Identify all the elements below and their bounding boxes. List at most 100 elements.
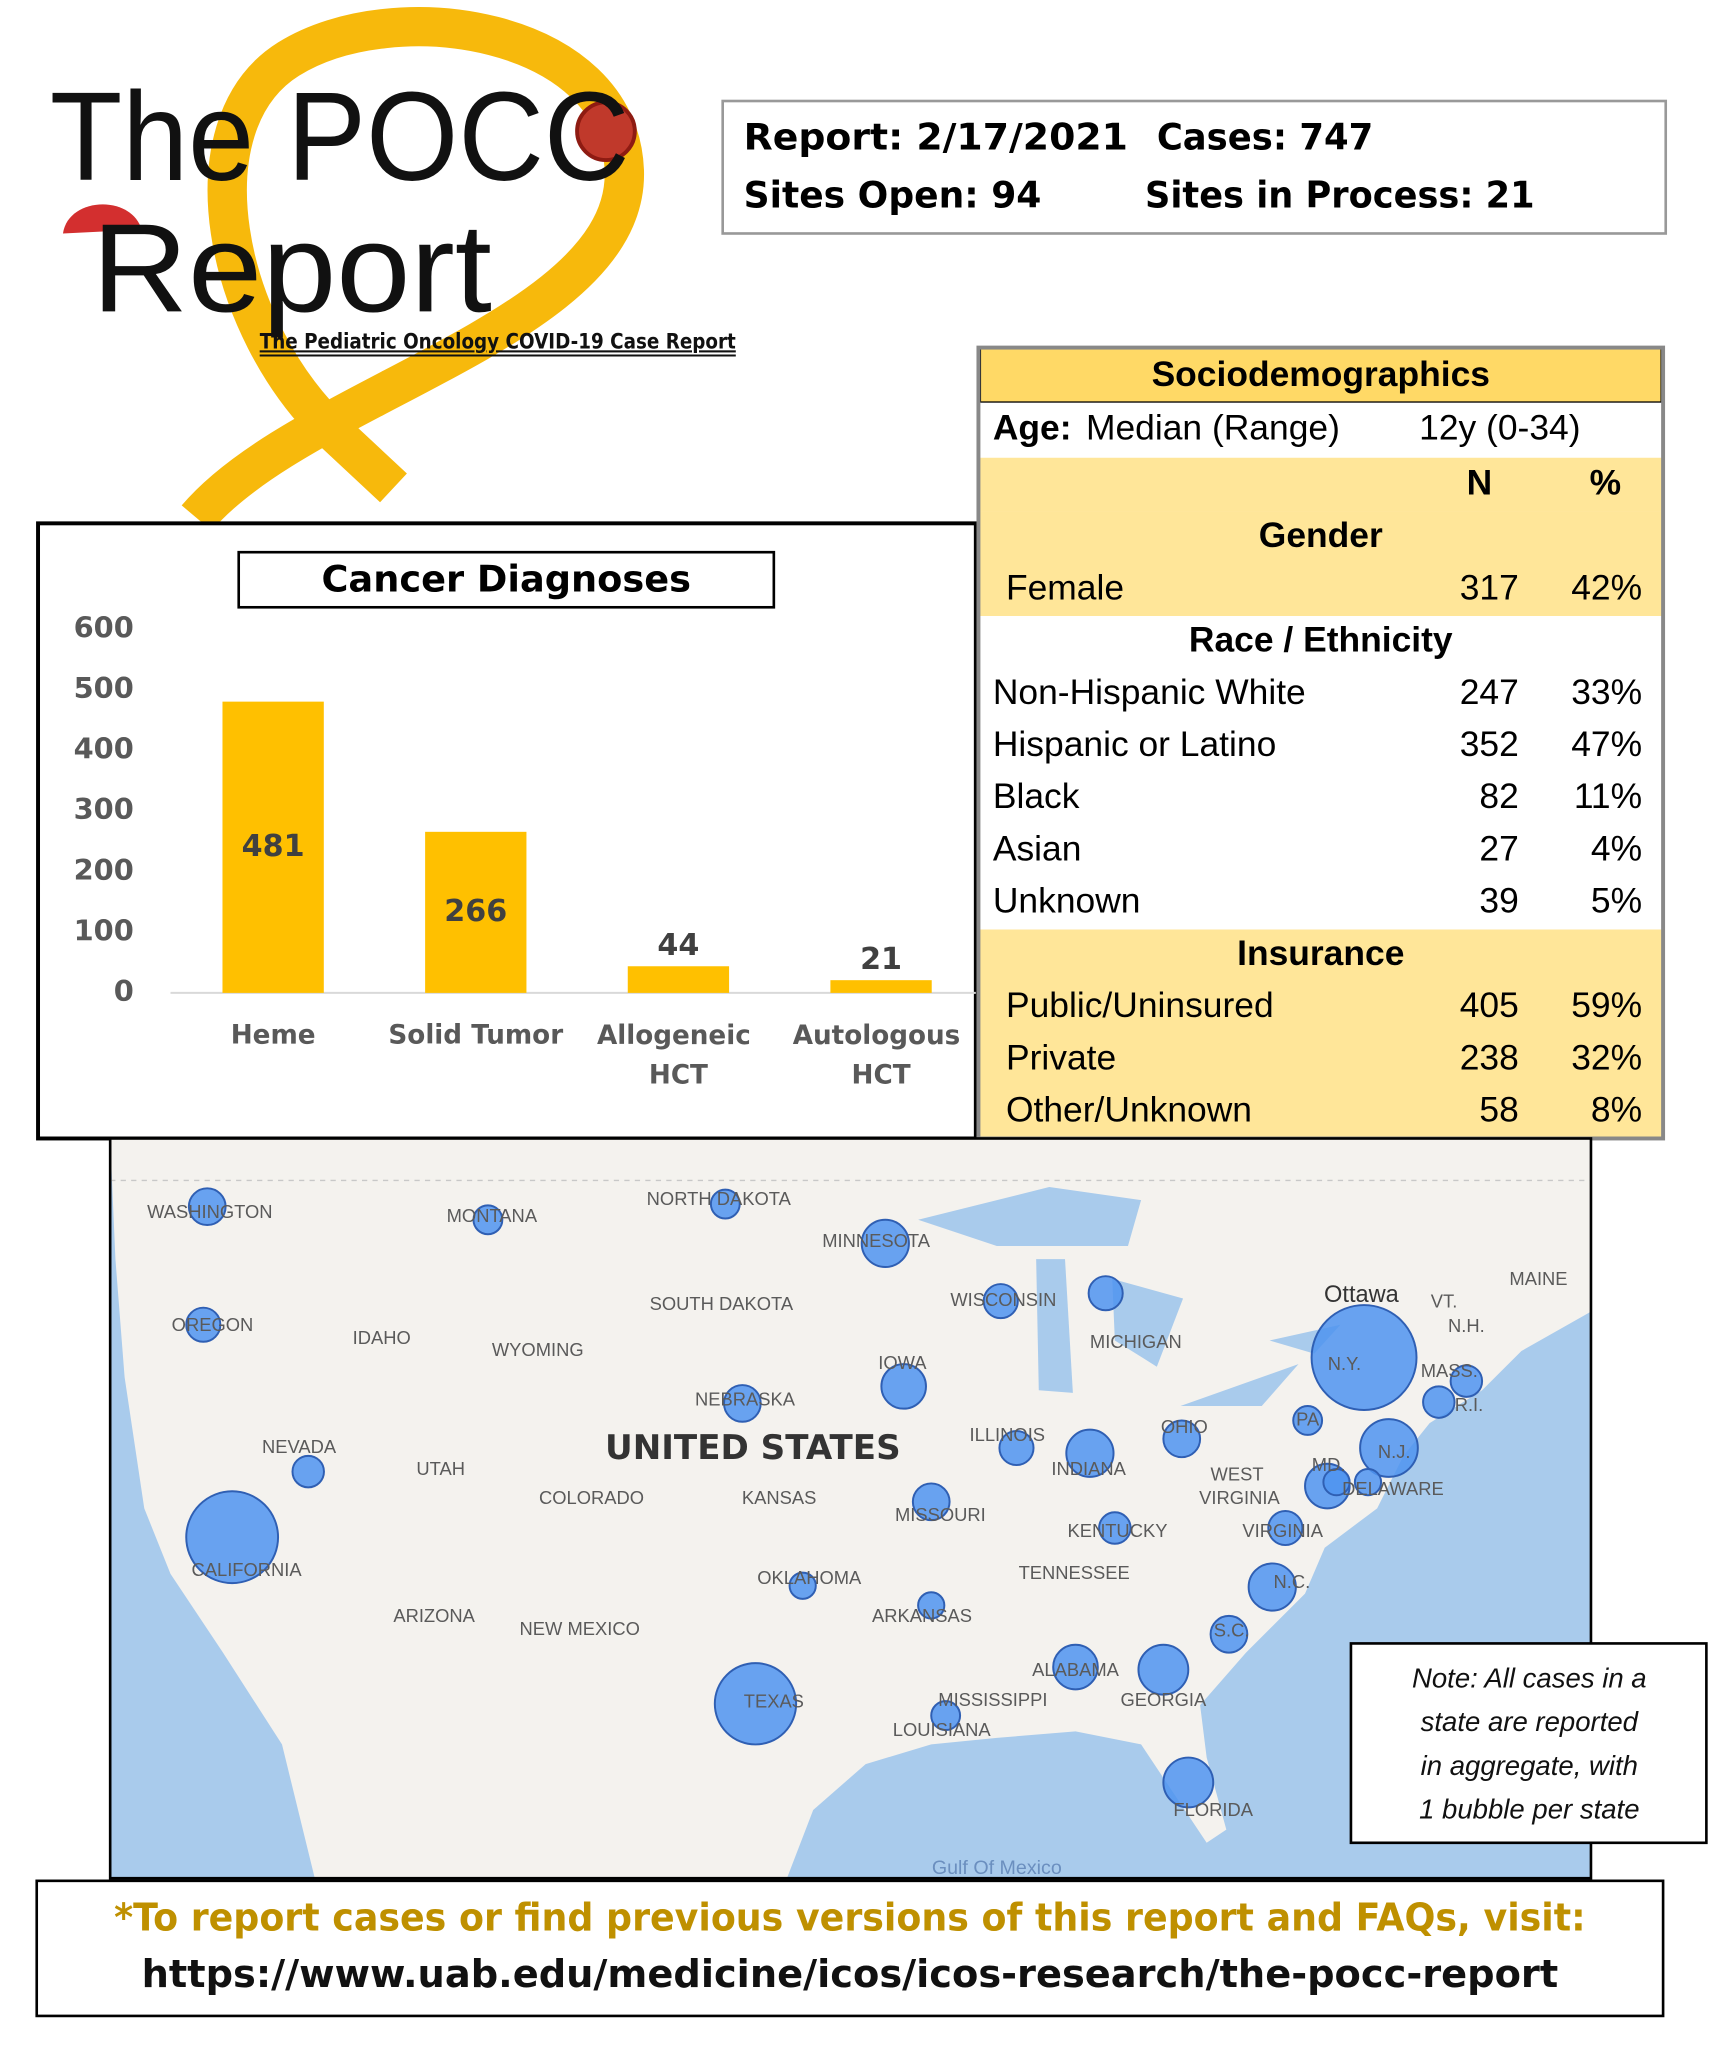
- bubbles: [185, 1187, 1484, 1809]
- state-bubble: [860, 1218, 910, 1268]
- value-label: 266: [444, 894, 507, 929]
- map-label: COLORADO: [539, 1487, 644, 1508]
- map-label: R.I.: [1455, 1394, 1484, 1415]
- map-label: GEORGIA: [1121, 1689, 1207, 1710]
- x-tick-label: Heme: [231, 1021, 316, 1051]
- row-count: 82: [1479, 776, 1518, 816]
- age-measure: Median (Range): [1086, 408, 1340, 448]
- y-tick-label: 0: [114, 974, 134, 1008]
- summary-box: [721, 99, 1668, 235]
- row-percent: 59%: [1571, 985, 1642, 1025]
- map-label: N.Y.: [1328, 1353, 1361, 1374]
- footer-text: *To report cases or find previous versio…: [114, 1896, 1586, 1940]
- lake: [1112, 1278, 1184, 1367]
- section-title: Insurance: [1237, 933, 1404, 973]
- state-bubble: [1322, 1468, 1351, 1497]
- chart: 0 100 200 300 400 500 600 Heme 481 Solid Tumor 266…: [74, 611, 970, 1090]
- state-bubble: [1422, 1385, 1456, 1419]
- row-label: Black: [993, 776, 1080, 816]
- row-label: Other/Unknown: [1006, 1090, 1252, 1130]
- y-tick-label: 600: [74, 611, 134, 645]
- map-label: FLORIDA: [1173, 1799, 1253, 1820]
- section-bg: [979, 511, 1662, 617]
- column-header: %: [1590, 463, 1621, 503]
- state-bubble: [911, 1482, 951, 1522]
- map-label: MASS.: [1421, 1360, 1478, 1381]
- state-bubble: [1209, 1614, 1249, 1654]
- note-line: 1 bubble per state: [1419, 1793, 1639, 1824]
- map-label: MAINE: [1509, 1268, 1567, 1289]
- row-count: 352: [1460, 724, 1519, 764]
- map-label: TEXAS: [744, 1690, 804, 1711]
- state-bubble: [1162, 1756, 1215, 1809]
- x-tick-label: Autologous HCT: [793, 1021, 970, 1090]
- y-tick-label: 300: [74, 792, 134, 826]
- state-bubble: [1353, 1468, 1383, 1497]
- row-count: 405: [1460, 985, 1519, 1025]
- state-bubble: [1052, 1643, 1099, 1691]
- x-tick-label: Solid Tumor: [388, 1021, 563, 1051]
- map-label: ARKANSAS: [872, 1605, 972, 1626]
- state-bubble: [187, 1187, 227, 1227]
- map-label: N.H.: [1448, 1315, 1485, 1336]
- state-bubble: [1292, 1405, 1324, 1436]
- y-tick-label: 400: [74, 732, 134, 766]
- row-bg: [979, 457, 1662, 512]
- value-label: 21: [860, 942, 902, 977]
- state-bubble: [713, 1662, 798, 1746]
- y-tick-label: 100: [74, 913, 134, 947]
- state-bubble: [723, 1384, 762, 1423]
- bar: [830, 980, 932, 993]
- y-tick-label: 500: [74, 671, 134, 705]
- map-label: NEVADA: [262, 1436, 337, 1457]
- map-label: SOUTH DAKOTA: [650, 1293, 794, 1314]
- map-label: NEBRASKA: [695, 1389, 796, 1410]
- note-line: Note: All cases in a: [1412, 1662, 1647, 1693]
- summary-text: Sites Open: 94: [744, 173, 1042, 216]
- chart-title: Cancer Diagnoses: [321, 558, 691, 601]
- map-label: ILLINOIS: [970, 1424, 1046, 1445]
- row-percent: 8%: [1591, 1090, 1642, 1130]
- row-percent: 32%: [1571, 1037, 1642, 1077]
- virus-icon: [575, 100, 637, 162]
- note-box: [1349, 1642, 1708, 1845]
- summary-text: Report: 2/17/2021: [744, 116, 1128, 159]
- footer-box: [35, 1879, 1665, 2018]
- row-label: Female: [1006, 567, 1124, 607]
- map-label: MICHIGAN: [1090, 1331, 1182, 1352]
- map-label: OHIO: [1161, 1416, 1208, 1437]
- map-label: WEST VIRGINIA: [1199, 1463, 1280, 1508]
- map-label: UNITED STATES: [605, 1428, 901, 1468]
- bar: [425, 831, 527, 993]
- logo-title: The POCC: [50, 66, 630, 207]
- state-bubble: [1137, 1643, 1190, 1696]
- state-bubble: [1098, 1511, 1132, 1545]
- map-labels: WASHINGTON MONTANA NORTH DAKOTA MINNESOTA SO…: [147, 1188, 1567, 1879]
- row-bg: [979, 402, 1662, 458]
- bar: [222, 701, 324, 993]
- state-bubble: [930, 1700, 962, 1731]
- map-label: S.C.: [1214, 1619, 1250, 1640]
- row-percent: 33%: [1571, 672, 1642, 712]
- note: Note: All cases in a state are reported in…: [1412, 1662, 1647, 1824]
- map-label: INDIANA: [1051, 1458, 1126, 1479]
- row-count: 238: [1460, 1037, 1519, 1077]
- summary-text: Cases: 747: [1157, 116, 1373, 159]
- map-label: KENTUCKY: [1067, 1520, 1167, 1541]
- section-title: Race / Ethnicity: [1189, 620, 1453, 660]
- map-label: IDAHO: [353, 1327, 411, 1348]
- state-bubble: [1449, 1364, 1484, 1398]
- map-label: KANSAS: [742, 1487, 817, 1508]
- map-label: WASHINGTON: [147, 1201, 272, 1222]
- state-bubble: [185, 1306, 222, 1343]
- map-label: MD.: [1312, 1454, 1346, 1475]
- row-label: Hispanic or Latino: [993, 724, 1276, 764]
- state-bubble: [880, 1363, 927, 1410]
- footer-url: https://www.uab.edu/medicine/icos/icos-r…: [142, 1952, 1559, 1996]
- chart-title-box: [237, 550, 776, 609]
- map-label: DELAWARE: [1342, 1478, 1444, 1499]
- row-percent: 4%: [1591, 828, 1642, 868]
- map-label: VT.: [1431, 1290, 1458, 1311]
- state-bubble: [1359, 1418, 1419, 1478]
